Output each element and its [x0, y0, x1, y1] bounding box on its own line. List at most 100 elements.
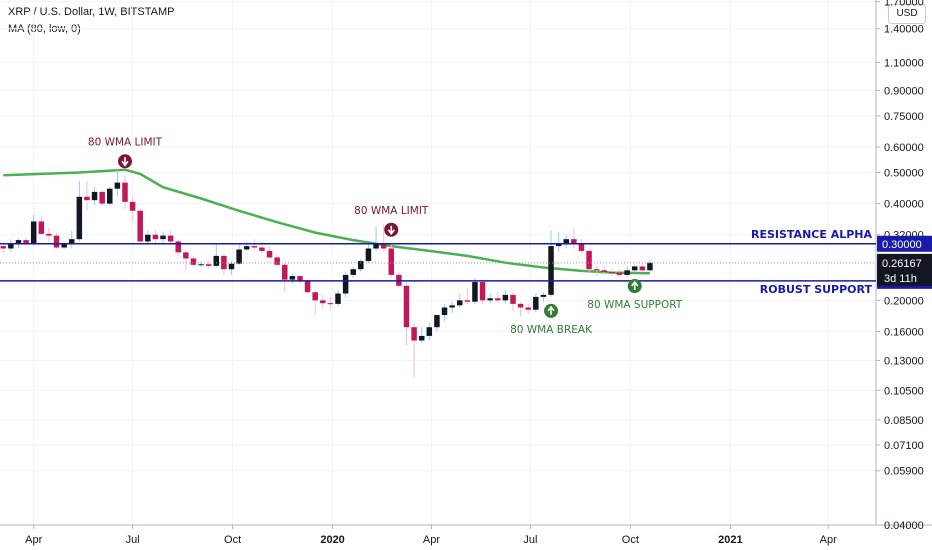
candle-body — [167, 235, 174, 242]
candle — [441, 303, 448, 322]
candle — [53, 232, 60, 249]
x-tick-label: Apr — [820, 534, 837, 546]
candle-body — [388, 248, 395, 275]
candle — [418, 327, 425, 343]
candle — [236, 244, 242, 265]
candle — [282, 262, 288, 293]
candle — [380, 224, 387, 251]
candle — [68, 230, 75, 249]
candle-body — [160, 235, 166, 240]
candle — [456, 293, 463, 308]
candle-body — [213, 255, 220, 266]
last-price-tag — [877, 253, 932, 286]
candle-body — [175, 241, 181, 253]
candle-body — [137, 210, 143, 242]
x-tick-label: Apr — [25, 534, 42, 546]
price-tag-label: 0.30000 — [882, 239, 922, 251]
candle — [304, 279, 311, 294]
candle — [38, 216, 45, 236]
x-tick-label: 2021 — [718, 534, 742, 546]
candle-body — [502, 294, 509, 301]
candle — [631, 264, 638, 273]
candle — [107, 187, 113, 206]
candle — [228, 261, 235, 275]
candle — [198, 261, 204, 267]
candle — [358, 258, 364, 273]
x-tick-label: Jul — [126, 534, 140, 546]
candle — [205, 261, 212, 269]
candle — [403, 282, 410, 346]
candle — [434, 315, 440, 332]
candle-body — [46, 233, 52, 236]
y-tick-label: 0.75000 — [884, 111, 924, 123]
candle-body — [593, 269, 600, 271]
candle — [609, 268, 615, 277]
candle-body — [631, 266, 638, 271]
candle-body — [99, 191, 105, 204]
candle — [99, 190, 105, 206]
currency-button[interactable]: USD — [888, 4, 926, 24]
candle — [152, 230, 159, 244]
candle — [289, 273, 296, 284]
candle — [517, 301, 524, 317]
candle-body — [129, 201, 136, 211]
annotation-label: 80 WMA BREAK — [510, 324, 593, 336]
candle — [411, 323, 417, 378]
candle-body — [289, 276, 296, 280]
y-tick-label: 0.50000 — [884, 167, 924, 179]
candle — [426, 323, 433, 341]
candle-body — [274, 257, 280, 265]
candle-body — [571, 239, 577, 244]
candle — [84, 181, 90, 211]
candle — [502, 290, 509, 304]
candle — [350, 266, 356, 278]
x-tick-label: 2020 — [320, 534, 344, 546]
candle-body — [639, 266, 646, 271]
candle-body — [616, 272, 623, 275]
candle — [61, 241, 67, 250]
candle-body — [198, 264, 204, 266]
level-label: ROBUST SUPPORT — [760, 283, 873, 296]
candle-body — [312, 292, 318, 301]
candle-body — [122, 182, 128, 202]
candle-body — [304, 280, 311, 293]
candle — [624, 266, 630, 278]
candle — [122, 175, 128, 209]
candle-body — [441, 307, 448, 316]
candle — [593, 266, 600, 277]
candle-body — [183, 252, 189, 259]
candle — [487, 293, 493, 304]
candle — [266, 246, 273, 259]
candle-body — [380, 243, 387, 249]
candle-body — [145, 234, 151, 242]
candle — [114, 169, 121, 197]
candle — [274, 254, 280, 267]
candle-body — [434, 315, 440, 328]
candle-body — [403, 285, 410, 328]
candle-body — [342, 274, 349, 294]
candle — [578, 239, 585, 254]
candle — [388, 243, 395, 278]
candle-body — [38, 221, 45, 234]
candle — [213, 243, 220, 267]
candle-body — [533, 296, 539, 310]
candle-body — [259, 247, 265, 251]
candle — [183, 250, 189, 271]
x-tick-label: Oct — [224, 534, 241, 546]
candle — [160, 231, 166, 244]
candle-body — [563, 239, 569, 244]
candle — [129, 196, 136, 221]
candle-body — [8, 243, 14, 249]
candle-body — [525, 307, 531, 310]
candle-body — [449, 305, 455, 308]
candle — [533, 293, 539, 312]
candle-body — [426, 327, 433, 336]
candle-body — [586, 250, 592, 270]
last-price-label: 0.26167 — [882, 258, 922, 270]
candle-body — [30, 221, 37, 244]
candle — [91, 187, 98, 206]
candle-body — [297, 276, 303, 281]
y-tick-label: 1.70000 — [884, 0, 924, 9]
